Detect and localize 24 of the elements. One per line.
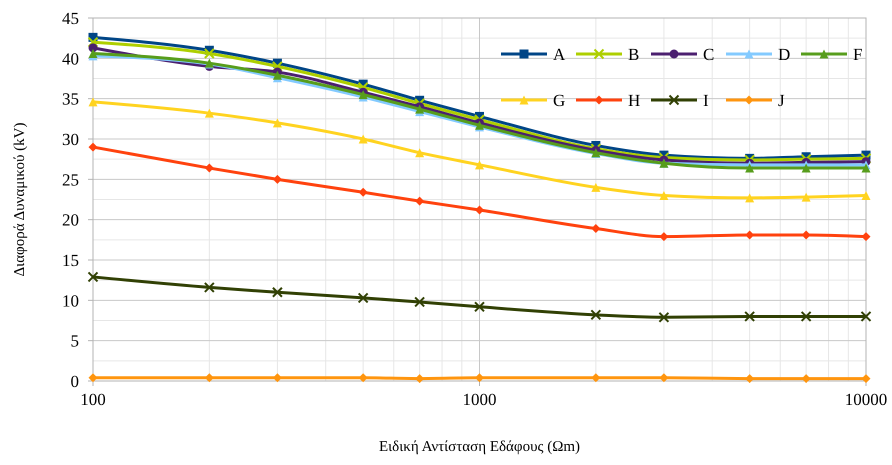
x-tick-label: 1000 — [462, 390, 496, 409]
x-tick-label: 10000 — [844, 390, 888, 409]
legend-label: B — [628, 45, 640, 64]
x-tick-label: 100 — [80, 390, 106, 409]
y-tick-label: 10 — [62, 291, 79, 310]
y-tick-label: 20 — [62, 210, 79, 230]
y-tick-label: 25 — [62, 170, 79, 190]
legend-label: H — [628, 91, 640, 110]
y-tick-label: 35 — [62, 90, 79, 109]
y-tick-label: 5 — [70, 332, 79, 351]
legend-label: F — [853, 45, 862, 64]
legend-label: D — [778, 45, 790, 64]
legend-label: G — [553, 91, 566, 110]
y-tick-label: 30 — [62, 130, 79, 149]
x-axis-title: Ειδική Αντίσταση Εδάφους (Ωm) — [378, 439, 580, 455]
legend-label: I — [703, 91, 709, 110]
y-tick-label: 40 — [62, 49, 79, 68]
legend-label: C — [703, 45, 714, 64]
legend-label: A — [553, 45, 566, 64]
y-tick-label: 15 — [62, 251, 79, 270]
y-axis-title: Διαφορά Δυναμικού (kV) — [12, 122, 28, 276]
y-tick-label: 45 — [62, 9, 79, 28]
legend-label: J — [778, 91, 785, 110]
y-tick-label: 0 — [70, 372, 79, 391]
